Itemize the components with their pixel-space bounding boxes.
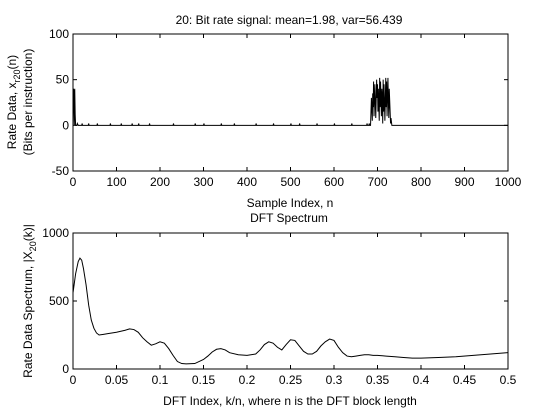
dft-plot-ylabel: Rate Data Spectrum, |X20(k)| xyxy=(21,224,38,378)
bitrate-series-group xyxy=(72,77,508,126)
dft-xtick-label: 0.15 xyxy=(192,373,216,387)
bitrate-plot-xlabel: Sample Index, n xyxy=(247,196,334,210)
bitrate-xtick-label: 800 xyxy=(411,175,431,189)
bitrate-xtick-label: 400 xyxy=(237,175,257,189)
dft-xtick-label: 0.1 xyxy=(152,373,169,387)
bitrate-ytick-label: 0 xyxy=(62,118,69,132)
bitrate-ylabel-prefix: Rate Data, x xyxy=(5,82,19,149)
bitrate-plot: 20: Bit rate signal: mean=1.98, var=56.4… xyxy=(5,13,522,210)
dft-xtick-label: 0.35 xyxy=(366,373,390,387)
bitrate-xtick-label: 900 xyxy=(454,175,474,189)
dft-xtick-label: 0.2 xyxy=(239,373,256,387)
dft-ytick-label: 500 xyxy=(49,294,69,308)
dft-ylabel-suffix: (k)| xyxy=(21,224,35,241)
bitrate-xtick-label: 0 xyxy=(70,175,77,189)
dft-plot-frame xyxy=(72,232,509,370)
dft-xtick-label: 0 xyxy=(70,373,77,387)
bitrate-ytick-label: 100 xyxy=(49,27,69,41)
dft-ticks-group: 0 0.05 0.1 0.15 0.2 0.25 0.3 0.35 0.4 0.45 0.5 0 500… xyxy=(42,226,516,387)
bitrate-plot-ylabel-line2: (Bits per instruction) xyxy=(21,49,35,156)
dft-xtick-label: 0.45 xyxy=(453,373,477,387)
bitrate-xtick-label: 1000 xyxy=(495,175,522,189)
dft-plot: DFT Spectrum 0 0.05 0.1 0.15 0.2 0.25 0.3 0.35 0… xyxy=(21,211,517,408)
bitrate-ytick-label: 50 xyxy=(56,73,70,87)
dft-plot-xlabel: DFT Index, k/n, where n is the DFT block… xyxy=(163,394,417,408)
bitrate-xtick-label: 300 xyxy=(193,175,213,189)
dft-xtick-label: 0.05 xyxy=(105,373,129,387)
bitrate-xtick-label: 500 xyxy=(280,175,300,189)
dft-series-group xyxy=(72,257,509,365)
bitrate-xtick-label: 100 xyxy=(106,175,126,189)
bitrate-xtick-label: 700 xyxy=(367,175,387,189)
dft-xtick-label: 0.3 xyxy=(326,373,343,387)
bitrate-ticks-group: 0 100 200 300 400 500 600 700 800 900 1000-5005010… xyxy=(49,27,522,189)
bitrate-ytick-label: -50 xyxy=(52,164,70,178)
dft-plot-title: DFT Spectrum xyxy=(250,211,328,225)
bitrate-ylabel-subscript: r20 xyxy=(12,69,22,82)
dft-ylabel-prefix: Rate Data Spectrum, |X xyxy=(21,251,35,378)
dft-xtick-label: 0.4 xyxy=(413,373,430,387)
dft-ytick-label: 0 xyxy=(62,362,69,376)
dft-xtick-label: 0.5 xyxy=(500,373,517,387)
bitrate-xtick-label: 200 xyxy=(150,175,170,189)
dft-series-line xyxy=(72,257,509,365)
bitrate-series-line xyxy=(72,77,508,126)
bitrate-plot-frame xyxy=(72,33,509,172)
dft-ylabel-subscript: 20 xyxy=(28,241,38,251)
bitrate-ylabel-suffix: (n) xyxy=(5,55,19,70)
dft-xtick-label: 0.25 xyxy=(279,373,303,387)
bitrate-plot-ylabel-line1: Rate Data, xr20(n) xyxy=(5,55,22,149)
dft-ytick-label: 1000 xyxy=(42,226,69,240)
bitrate-xtick-label: 600 xyxy=(324,175,344,189)
bitrate-plot-title: 20: Bit rate signal: mean=1.98, var=56.4… xyxy=(176,13,403,27)
